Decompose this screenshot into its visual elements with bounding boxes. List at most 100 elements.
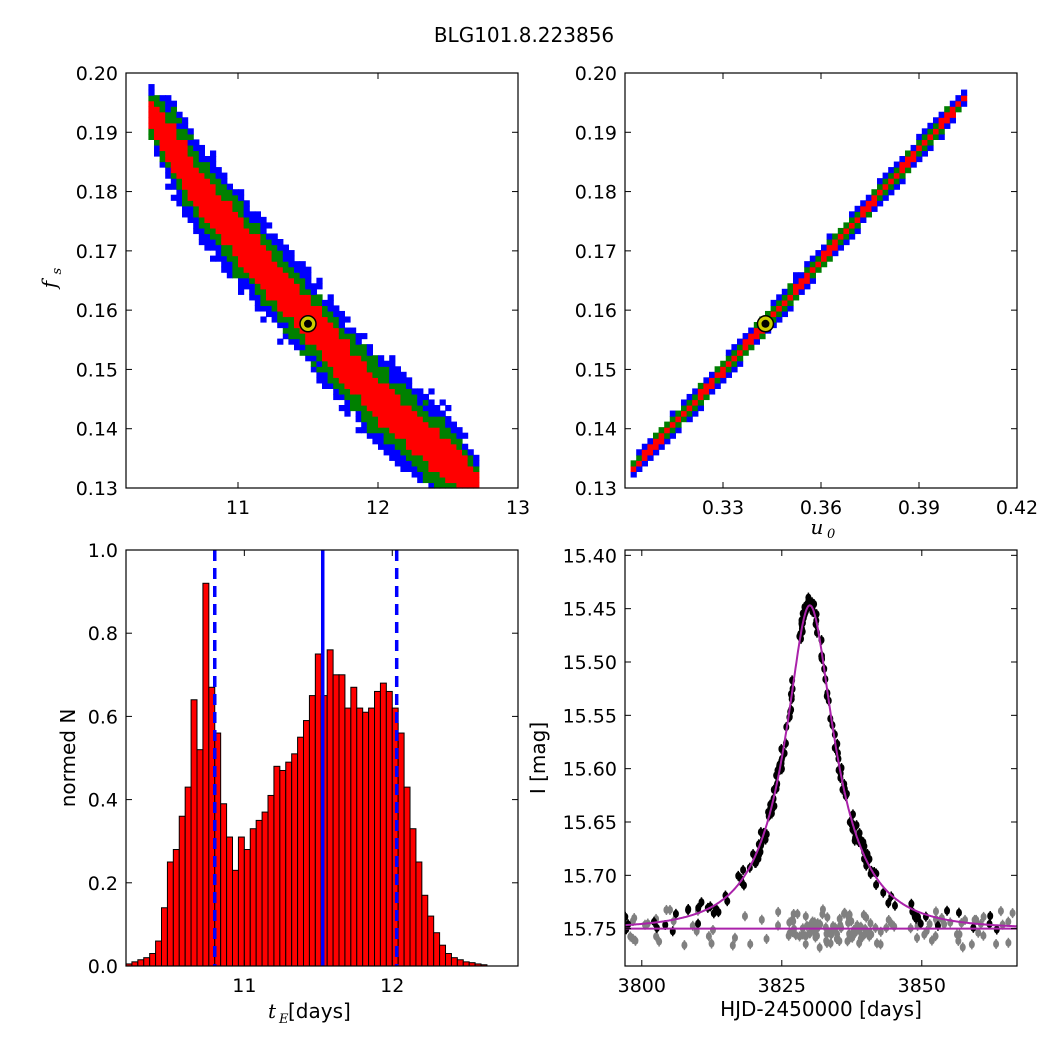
heat-cell-inner: [294, 288, 301, 295]
heat-cell-middle: [154, 100, 161, 107]
heat-cell-inner: [394, 432, 401, 439]
residual-point: [857, 934, 864, 943]
heat-cell-outer: [428, 482, 435, 489]
heat-cell-middle: [411, 460, 418, 467]
heat-cell-middle: [372, 421, 379, 428]
residual-point: [775, 907, 782, 916]
heat-cell-inner: [193, 178, 200, 185]
heat-cell-outer: [333, 305, 340, 312]
heat-cell-inner: [277, 288, 284, 295]
heat-cell-inner: [148, 106, 155, 113]
heat-cell-inner: [434, 454, 441, 461]
heat-cell-inner: [305, 299, 312, 306]
heat-cell-middle: [288, 272, 295, 279]
heat-cell-middle: [154, 139, 161, 146]
heat-cell-middle: [905, 167, 912, 174]
heat-cell-middle: [428, 476, 435, 484]
heat-cell-inner: [383, 399, 390, 406]
heat-cell-inner: [417, 421, 424, 428]
heat-cell-inner: [938, 117, 945, 124]
heat-cell-outer: [406, 460, 413, 467]
heat-cell-middle: [243, 272, 250, 279]
heat-cell-middle: [266, 244, 273, 251]
heat-cell-middle: [445, 427, 452, 434]
heat-cell-middle: [260, 233, 267, 240]
heat-cell-inner: [821, 250, 828, 257]
panel-fs-vs-u0: 0.13 0.14 0.15 0.16 0.17 0.18 0.19 0.20 0.33 0.36…: [575, 63, 1038, 542]
heat-cell-inner: [411, 432, 418, 439]
heat-cell-outer: [776, 316, 783, 323]
histogram-bar: [332, 674, 340, 967]
heat-cell-inner: [165, 139, 172, 146]
heat-cell-outer: [731, 344, 738, 351]
heat-cell-outer: [692, 388, 699, 395]
heat-cell-middle: [697, 382, 704, 389]
heat-cell-inner: [299, 294, 306, 301]
heat-cell-middle: [282, 316, 289, 323]
heat-cell-outer: [428, 399, 435, 406]
residual-point: [705, 932, 712, 941]
residual-point: [980, 912, 987, 921]
heat-cell-middle: [282, 261, 289, 268]
heat-cell-middle: [187, 150, 194, 157]
residual-point: [844, 937, 851, 946]
heat-cell-inner: [434, 443, 441, 450]
heat-cell-inner: [182, 144, 189, 152]
heat-cell-inner: [193, 200, 200, 207]
heat-cell-middle: [249, 222, 256, 229]
heat-cell-inner: [344, 366, 351, 373]
heat-cell-middle: [400, 388, 407, 395]
heat-cell-outer: [658, 443, 665, 450]
residual-point: [926, 920, 933, 929]
heat-cell-middle: [182, 194, 189, 201]
residual-point: [827, 939, 834, 948]
heat-cell-inner: [647, 443, 654, 450]
heat-cell-outer: [636, 449, 643, 456]
heat-cell-inner: [406, 416, 413, 423]
heat-cell-inner: [422, 421, 429, 428]
heat-cell-middle: [938, 128, 945, 135]
histogram-bar: [308, 695, 316, 967]
heat-cell-middle: [182, 133, 189, 140]
heat-cell-inner: [411, 449, 418, 456]
histogram-bar: [391, 707, 399, 967]
heat-cell-outer: [641, 443, 648, 450]
histogram-bar: [285, 761, 293, 967]
heat-cell-outer: [193, 227, 200, 235]
heat-cell-inner: [434, 465, 441, 472]
heat-cell-middle: [781, 294, 788, 301]
heat-cell-middle: [316, 349, 323, 356]
heat-cell-inner: [165, 122, 172, 129]
heat-cell-middle: [288, 322, 295, 329]
heat-cell-middle: [159, 100, 166, 107]
heat-cell-outer: [355, 338, 362, 345]
heat-cell-inner: [322, 316, 329, 323]
heat-cell-middle: [882, 189, 889, 196]
histogram-bar: [362, 711, 370, 967]
heat-cell-middle: [725, 355, 732, 362]
heat-cell-inner: [238, 239, 245, 246]
heat-cell-outer: [366, 432, 373, 439]
heat-cell-inner: [182, 183, 189, 190]
heat-cell-outer: [400, 454, 407, 461]
heat-cell-outer: [860, 200, 867, 207]
heat-cell-inner: [389, 427, 396, 434]
heat-cell-inner: [266, 250, 273, 257]
heat-cell-inner: [249, 255, 256, 262]
heat-cell-middle: [849, 216, 856, 223]
best-fit-marker-center: [304, 319, 312, 328]
heat-cell-outer: [170, 178, 177, 185]
heat-cell-outer: [916, 133, 923, 140]
heat-cell-outer: [198, 233, 205, 240]
heat-cell-inner: [182, 172, 189, 179]
heat-cell-outer: [271, 233, 278, 240]
heat-cell-middle: [355, 405, 362, 412]
heat-cell-outer: [165, 167, 172, 174]
heat-cell-inner: [176, 144, 183, 152]
heat-cell-inner: [417, 416, 424, 423]
lc-ytick-label: 15.45: [563, 599, 617, 621]
heat-cell-middle: [355, 344, 362, 351]
heat-cell-middle: [210, 233, 217, 240]
heat-cell-middle: [383, 371, 390, 378]
